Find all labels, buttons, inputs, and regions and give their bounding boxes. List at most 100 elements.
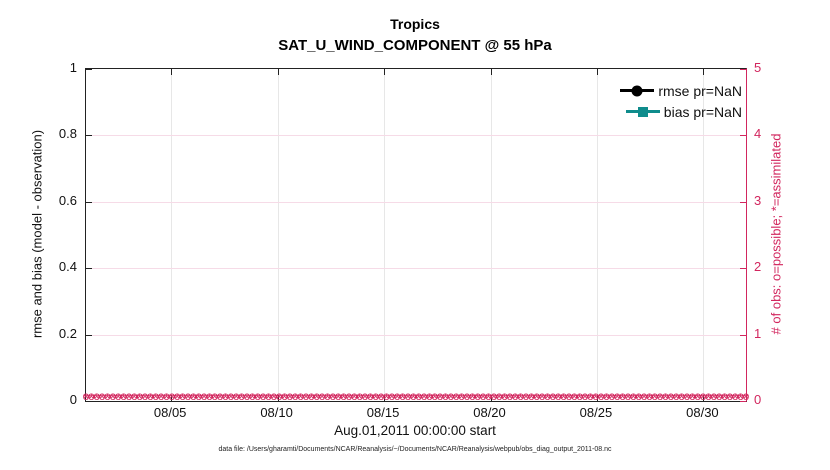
x-gridline [596,69,598,401]
assimilated-obs-marker: * [539,390,545,406]
assimilated-obs-marker: * [104,390,111,406]
assimilated-obs-marker: * [469,390,476,406]
assimilated-obs-marker: * [190,390,197,406]
possible-obs-marker: o [211,389,219,403]
possible-obs-marker: o [581,389,589,403]
y-left-tick-mark [86,201,92,203]
possible-obs-marker: o [93,389,101,403]
x-tick-mark-bottom [277,395,279,401]
possible-obs-marker: o [603,389,610,403]
assimilated-obs-marker: * [448,390,454,406]
possible-obs-marker: o [576,389,583,403]
assimilated-obs-marker: * [512,390,518,406]
possible-obs-marker: o [254,389,262,403]
possible-obs-marker: o [216,389,224,403]
assimilated-obs-marker: * [507,390,513,406]
possible-obs-marker: o [420,389,428,403]
possible-obs-marker: o [238,389,245,403]
assimilated-obs-marker: * [587,390,594,406]
possible-obs-marker: o [350,389,358,403]
assimilated-obs-marker: * [99,390,105,406]
possible-obs-marker: o [125,389,133,403]
possible-obs-marker: o [501,389,508,403]
possible-obs-marker: o [345,389,353,403]
possible-obs-marker: o [356,389,363,403]
possible-obs-marker: o [442,389,449,403]
assimilated-obs-marker: * [652,390,658,406]
assimilated-obs-marker: * [131,390,138,406]
assimilated-obs-marker: * [238,390,245,406]
possible-obs-marker: o [629,389,637,403]
possible-obs-marker: o [232,389,240,403]
y-axis-right-title: # of obs: o=possible; *=assimilated [768,133,784,335]
possible-obs-marker: o [206,389,213,403]
possible-obs-marker: o [662,389,669,403]
assimilated-obs-marker: * [501,390,508,406]
possible-obs-marker: o [141,389,149,403]
possible-obs-marker: o [726,389,734,403]
y-left-tick-label: 0.4 [58,259,77,275]
assimilated-obs-marker: * [185,390,191,406]
chart-subtitle: SAT_U_WIND_COMPONENT @ 55 hPa [278,36,552,54]
assimilated-obs-marker: * [437,390,443,406]
y-left-tick-label: 0.6 [58,192,77,208]
possible-obs-marker: o [554,389,562,403]
possible-obs-marker: o [468,389,476,403]
assimilated-obs-marker: * [544,390,551,406]
assimilated-obs-marker: * [340,390,347,406]
bias-line-sample [625,106,660,117]
legend-label-rmse: rmse pr=NaN [658,82,742,99]
assimilated-obs-marker: * [646,390,653,406]
possible-obs-marker: o [436,389,444,403]
x-tick-mark-bottom [171,395,173,401]
possible-obs-marker: o [517,389,524,403]
y-right-tick-mark [740,135,746,137]
y-gridline [86,201,746,203]
assimilated-obs-marker: * [249,390,256,406]
y-left-tick-label: 0.8 [58,126,77,142]
assimilated-obs-marker: * [517,390,524,406]
assimilated-obs-marker: * [163,390,170,406]
possible-obs-marker: o [495,389,503,403]
x-axis-label: Aug.01,2011 00:00:00 start [334,423,496,438]
x-tick-mark-bottom [596,395,598,401]
assimilated-obs-marker: * [716,390,722,406]
possible-obs-marker: o [302,389,310,403]
possible-obs-marker: o [243,389,251,403]
x-tick-label: 08/15 [366,405,400,420]
assimilated-obs-marker: * [662,390,669,406]
assimilated-obs-marker: * [195,390,202,406]
possible-obs-marker: o [184,389,192,403]
assimilated-obs-marker: * [576,390,583,406]
legend-label-bias: bias pr=NaN [663,103,742,120]
possible-obs-marker: o [608,389,616,403]
assimilated-obs-marker: * [271,390,277,406]
y-gridline [86,334,746,336]
assimilated-obs-marker: * [212,390,218,406]
possible-obs-marker: o [270,389,278,403]
legend-item-bias: bias pr=NaN [620,101,742,122]
possible-obs-marker: o [549,389,557,403]
y-right-tick-mark [740,69,746,70]
y-left-tick-label: 0 [69,392,77,407]
x-tick-label: 08/05 [153,405,187,420]
assimilated-obs-marker: * [689,390,696,406]
possible-obs-marker: o [479,389,487,403]
possible-obs-marker: o [163,389,170,403]
assimilated-obs-marker: * [324,390,331,406]
possible-obs-marker: o [683,389,691,403]
possible-obs-marker: o [393,389,401,403]
assimilated-obs-marker: * [603,390,610,406]
assimilated-obs-marker: * [158,390,164,406]
possible-obs-marker: o [404,389,412,403]
assimilated-obs-marker: * [732,390,738,406]
possible-obs-marker: o [227,389,235,403]
assimilated-obs-marker: * [410,390,417,406]
possible-obs-marker: o [265,389,272,403]
possible-obs-marker: o [656,389,664,403]
assimilated-obs-marker: * [335,390,341,406]
assimilated-obs-marker: * [330,390,336,406]
y-left-tick-label: 1 [69,60,77,75]
possible-obs-marker: o [173,389,181,403]
